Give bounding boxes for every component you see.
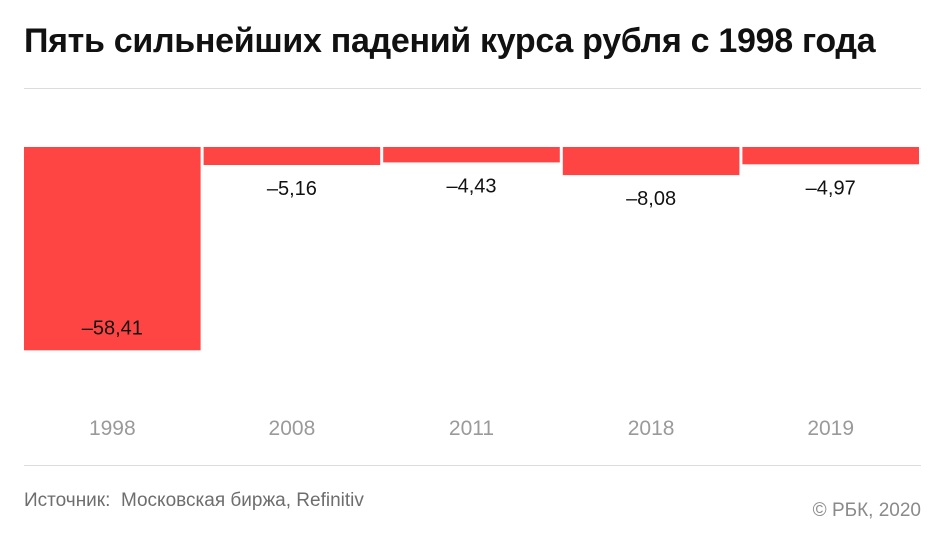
category-label-2011: 2011	[449, 417, 494, 440]
value-label-1998: –58,41	[82, 317, 143, 339]
top-divider	[24, 88, 921, 89]
copyright-note: © РБК, 2020	[812, 500, 921, 521]
value-label-2018: –8,08	[626, 188, 676, 210]
value-label-2011: –4,43	[446, 175, 496, 197]
bar-1998	[24, 147, 201, 351]
chart-title: Пять сильнейших падений курса рубля с 19…	[24, 22, 876, 60]
bar-2008	[203, 147, 381, 165]
category-label-2008: 2008	[269, 417, 316, 440]
category-label-1998: 1998	[89, 417, 136, 440]
value-label-2019: –4,97	[806, 177, 856, 199]
bottom-divider	[24, 465, 921, 466]
bar-2011	[383, 147, 560, 163]
bar-2018	[562, 147, 740, 176]
category-label-2018: 2018	[628, 417, 675, 440]
value-label-2008: –5,16	[267, 178, 317, 200]
source-note: Источник: Московская биржа, Refinitiv	[24, 490, 364, 511]
bar-2019	[742, 147, 919, 165]
category-label-2019: 2019	[807, 417, 854, 440]
